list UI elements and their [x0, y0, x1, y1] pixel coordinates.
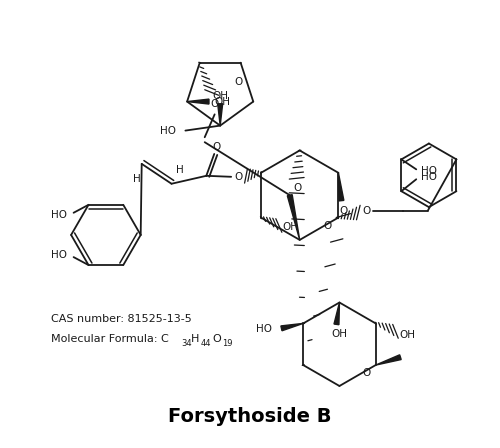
Text: HO: HO [256, 324, 272, 334]
Text: Forsythoside B: Forsythoside B [168, 407, 332, 426]
Text: HO: HO [421, 166, 437, 177]
Text: H: H [192, 334, 200, 344]
Text: O: O [294, 183, 302, 193]
Text: 34: 34 [182, 339, 192, 348]
Text: Molecular Formula: C: Molecular Formula: C [51, 334, 169, 344]
Text: H: H [176, 165, 184, 175]
Text: OH: OH [400, 330, 415, 340]
Polygon shape [376, 355, 401, 365]
Polygon shape [281, 323, 303, 331]
Text: HO: HO [421, 172, 437, 182]
Text: OH: OH [332, 329, 347, 339]
Text: O: O [235, 77, 243, 87]
Polygon shape [288, 194, 300, 240]
Text: HO: HO [50, 210, 66, 220]
Text: HO: HO [50, 250, 66, 260]
Text: O: O [210, 99, 219, 109]
Text: OH: OH [283, 223, 299, 233]
Text: O: O [340, 206, 347, 215]
Text: CAS number: 81525-13-5: CAS number: 81525-13-5 [51, 314, 192, 324]
Text: O: O [362, 206, 370, 215]
Text: O: O [212, 334, 221, 344]
Text: OH: OH [212, 91, 228, 101]
Text: OH: OH [214, 97, 230, 107]
Text: H: H [133, 174, 140, 184]
Polygon shape [187, 99, 209, 104]
Polygon shape [338, 173, 344, 201]
Text: 19: 19 [222, 339, 232, 348]
Polygon shape [218, 104, 222, 125]
Polygon shape [334, 302, 340, 325]
Text: O: O [212, 142, 220, 152]
Text: O: O [323, 221, 331, 231]
Text: HO: HO [160, 125, 176, 136]
Text: O: O [234, 172, 242, 182]
Text: 44: 44 [200, 339, 211, 348]
Text: O: O [362, 367, 370, 378]
